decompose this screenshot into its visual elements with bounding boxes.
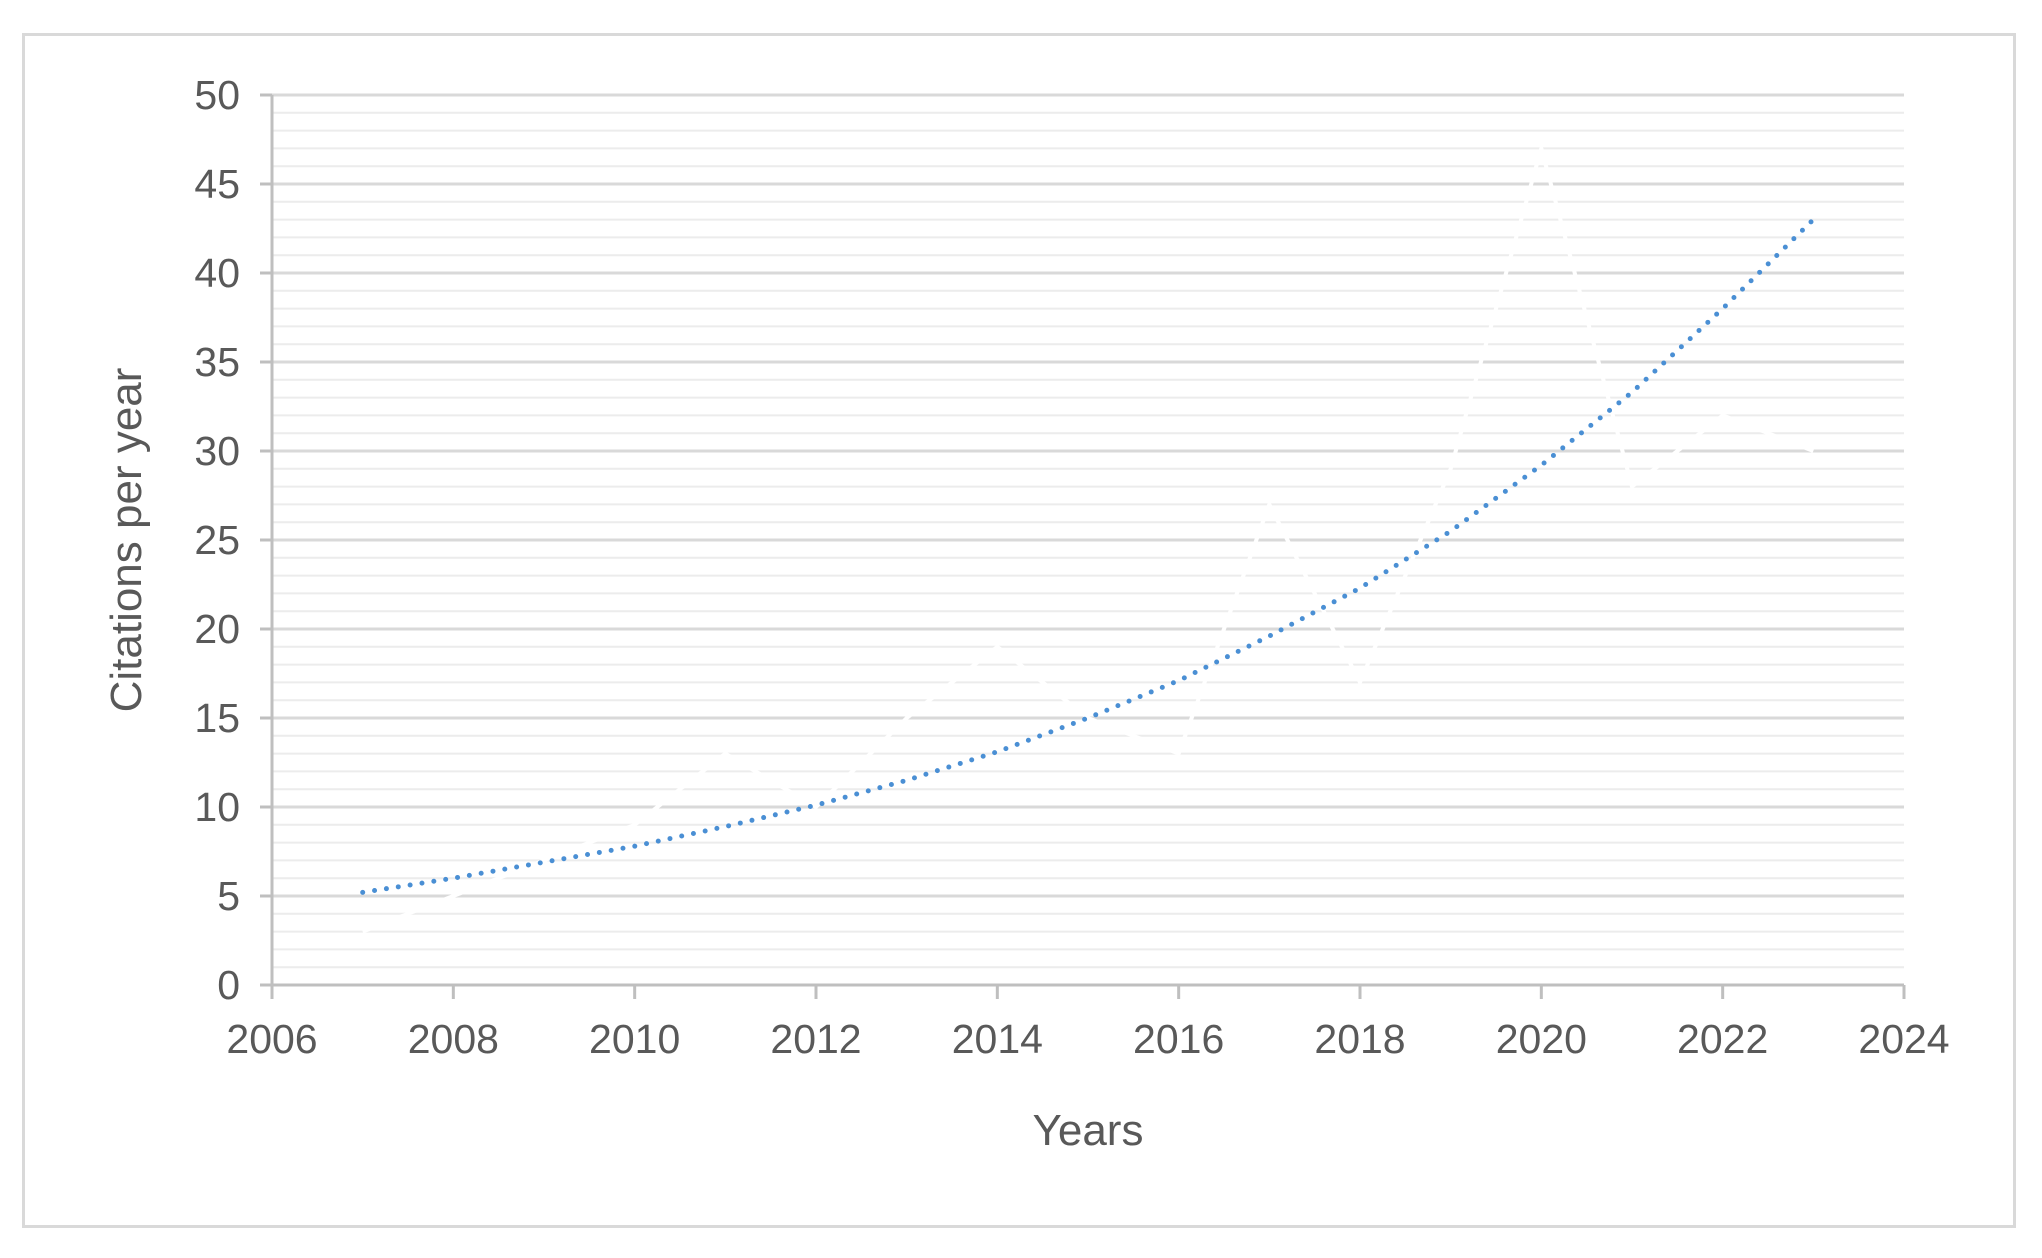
x-axis-title: Years: [1033, 1106, 1144, 1155]
y-tick-label: 45: [194, 161, 240, 207]
y-tick-label: 20: [194, 606, 240, 652]
trendline-series-line: [360, 217, 1816, 895]
data-series-line: [361, 146, 1815, 934]
y-tick-label: 5: [217, 873, 240, 919]
series-layer: [360, 146, 1816, 934]
labels-layer: 0 5 10 15 20 25 30 35 40 45 50 2006 2008 2010 2012 2014…: [194, 72, 1949, 1062]
x-tick-label: 2022: [1677, 1016, 1768, 1062]
y-tick-label: 10: [194, 784, 240, 830]
x-tick-label: 2024: [1858, 1016, 1949, 1062]
y-tick-label: 25: [194, 517, 240, 563]
x-tick-label: 2008: [408, 1016, 499, 1062]
y-axis-title: Citations per year: [102, 368, 151, 713]
y-tick-label: 50: [194, 72, 240, 118]
x-tick-label: 2016: [1133, 1016, 1224, 1062]
x-tick-label: 2006: [226, 1016, 317, 1062]
y-tick-label: 40: [194, 250, 240, 296]
grid-layer: [272, 93, 1904, 969]
y-tick-label: 0: [217, 962, 240, 1008]
x-tick-label: 2010: [589, 1016, 680, 1062]
axes-layer: [260, 93, 1906, 999]
x-tick-label: 2020: [1496, 1016, 1587, 1062]
y-tick-label: 15: [194, 695, 240, 741]
y-tick-label: 35: [194, 339, 240, 385]
y-tick-label: 30: [194, 428, 240, 474]
x-tick-label: 2018: [1314, 1016, 1405, 1062]
x-tick-label: 2012: [770, 1016, 861, 1062]
x-tick-label: 2014: [952, 1016, 1043, 1062]
